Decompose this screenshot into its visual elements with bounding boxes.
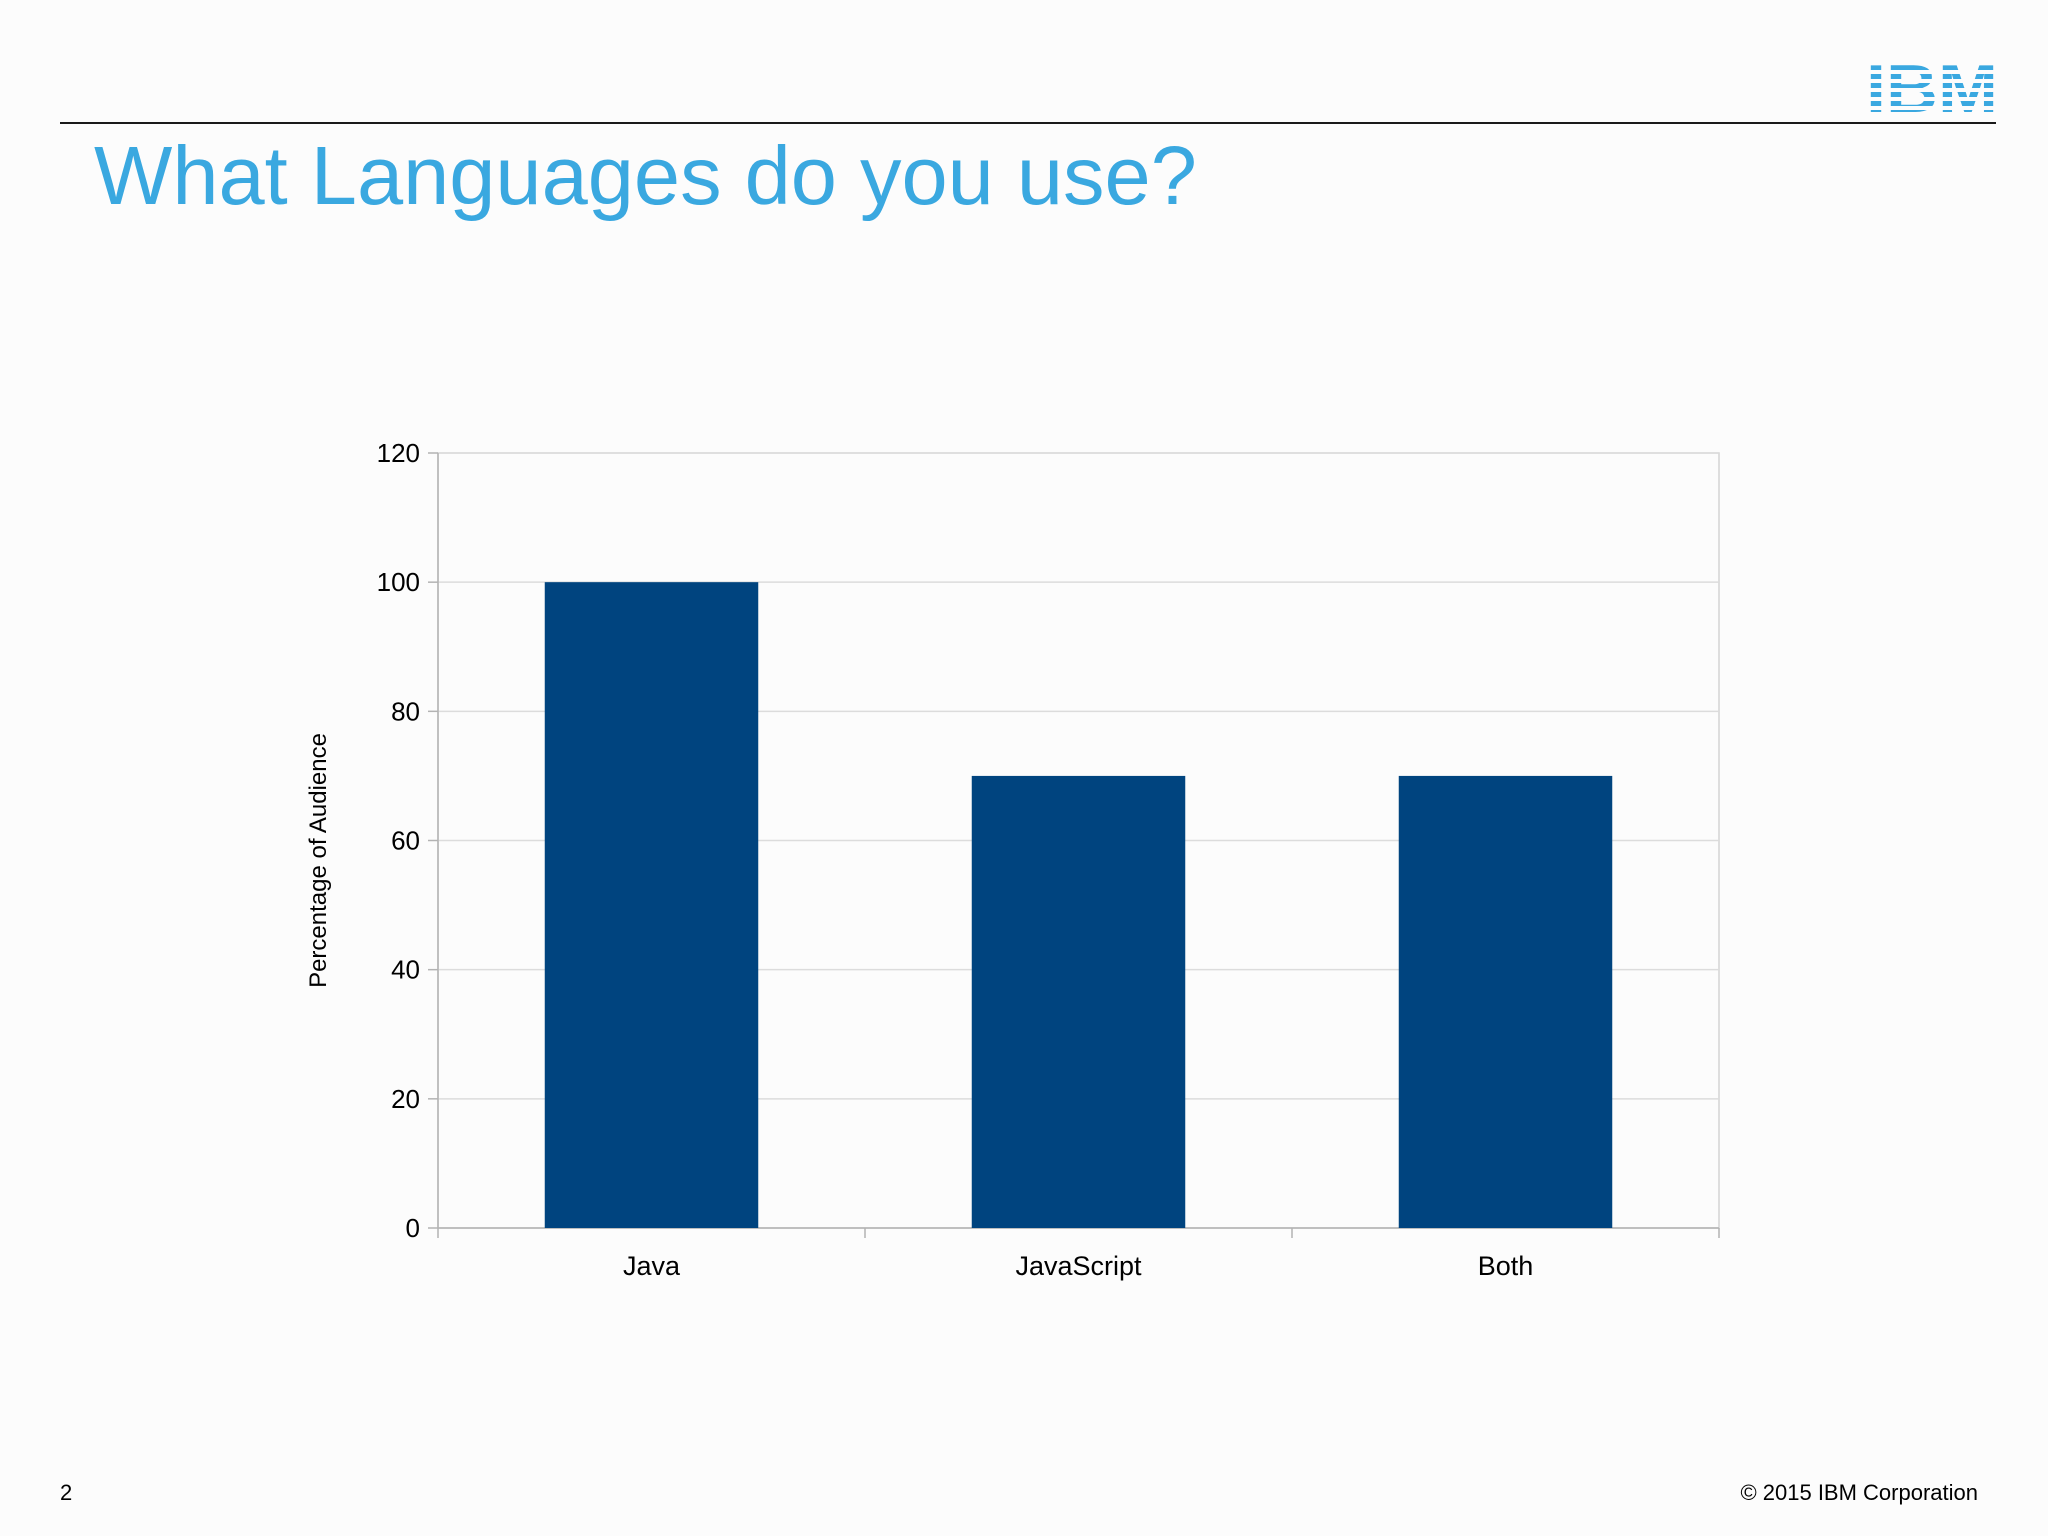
x-tick-label: JavaScript xyxy=(1015,1251,1142,1281)
ibm-logo: IBM xyxy=(1866,56,1998,114)
y-tick-label: 0 xyxy=(406,1213,420,1243)
y-tick-label: 20 xyxy=(391,1084,420,1114)
header-rule xyxy=(60,122,1996,124)
bar-javascript xyxy=(971,775,1186,1228)
x-tick-label: Both xyxy=(1478,1251,1534,1281)
y-tick-label: 60 xyxy=(391,826,420,856)
page-number: 2 xyxy=(60,1480,73,1505)
y-axis-title: Percentage of Audience xyxy=(305,733,332,988)
svg-text:IBM: IBM xyxy=(1866,56,1998,114)
y-tick-label: 100 xyxy=(377,567,420,597)
y-tick-label: 80 xyxy=(391,696,420,726)
y-tick-label: 120 xyxy=(377,438,420,468)
y-tick-label: 40 xyxy=(391,955,420,985)
x-tick-label: Java xyxy=(623,1251,681,1281)
slide-title: What Languages do you use? xyxy=(94,129,1197,222)
copyright-text: © 2015 IBM Corporation xyxy=(1740,1480,1978,1505)
bar-both xyxy=(1398,775,1613,1228)
bar-java xyxy=(544,582,759,1228)
